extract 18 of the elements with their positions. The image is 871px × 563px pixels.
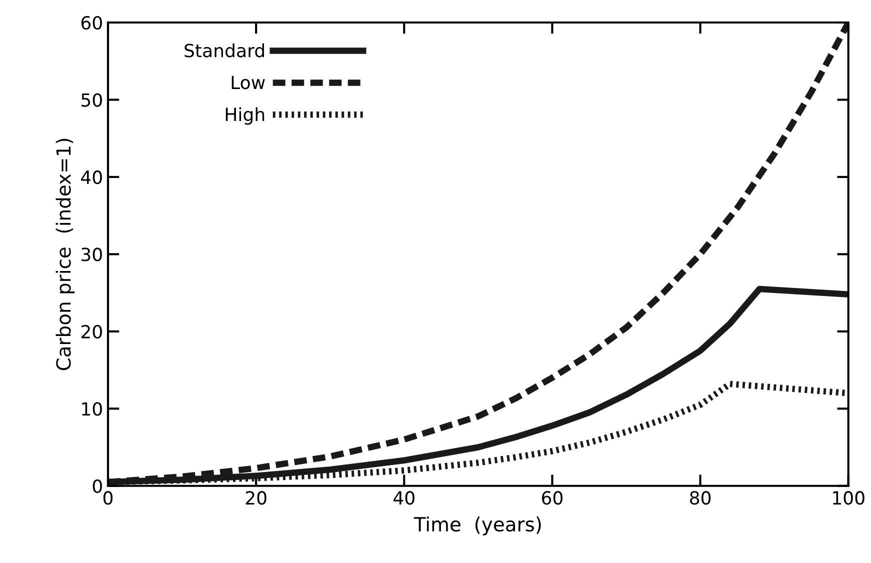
- x-tick-label: 60: [542, 491, 562, 505]
- y-tick-label: 40: [81, 170, 102, 184]
- y-tick-label: 30: [82, 248, 102, 262]
- x-tick-label: 0: [103, 491, 113, 505]
- y-tick-label: 10: [82, 402, 102, 416]
- x-tick-label: 100: [833, 491, 864, 505]
- legend-label: Low: [232, 76, 265, 90]
- y-tick-label: 60: [81, 16, 102, 30]
- y-tick-label: 50: [82, 93, 102, 107]
- x-tick-label: 20: [246, 491, 266, 505]
- x-tick-label: 80: [690, 491, 711, 505]
- x-tick-label: 40: [394, 491, 414, 505]
- x-axis-title: Time (years): [414, 516, 541, 536]
- y-axis-title: Carbon price (index=1): [56, 138, 75, 370]
- y-tick-label: 20: [81, 324, 102, 339]
- y-tick-label: 0: [92, 479, 102, 493]
- legend-label: High: [226, 107, 264, 125]
- legend-label: Standard: [184, 43, 264, 58]
